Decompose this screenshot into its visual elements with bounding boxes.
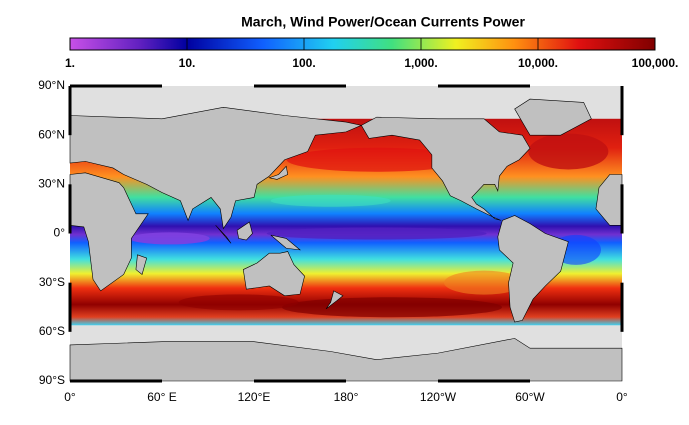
land	[497, 215, 569, 323]
land	[69, 107, 363, 230]
colorbar-label: 1.	[65, 56, 75, 70]
colorbar-label: 10.	[179, 56, 196, 70]
land	[268, 165, 289, 180]
field-patch	[282, 297, 502, 318]
field-patch	[286, 147, 467, 172]
land	[135, 254, 148, 275]
lon-label: 60° E	[147, 390, 176, 404]
land	[69, 172, 149, 292]
lon-label: 120°W	[420, 390, 457, 404]
field-patch	[266, 227, 487, 240]
field-patch	[178, 294, 299, 311]
map	[68, 84, 624, 383]
field-patch	[129, 232, 210, 245]
lat-label: 90°S	[39, 373, 65, 387]
land	[325, 290, 344, 310]
colorbar-label: 100,000.	[632, 56, 679, 70]
land	[270, 234, 301, 251]
lon-label: 60°W	[515, 390, 545, 404]
colorbar-label: 1,000.	[404, 56, 437, 70]
colorbar	[69, 37, 656, 51]
lat-label: 0°	[54, 226, 66, 240]
field-patch	[528, 133, 609, 170]
lat-label: 30°N	[38, 177, 65, 191]
land	[595, 174, 623, 226]
land	[514, 98, 592, 136]
field-patch	[444, 270, 524, 295]
land	[360, 116, 531, 221]
colorbar-label: 100.	[292, 56, 315, 70]
lon-label: 0°	[616, 390, 628, 404]
lat-label: 30°S	[39, 275, 65, 289]
lat-label: 90°N	[38, 78, 65, 92]
lon-label: 0°	[64, 390, 76, 404]
title: March, Wind Power/Ocean Currents Power	[241, 14, 525, 30]
land	[236, 221, 253, 241]
lat-label: 60°S	[39, 324, 65, 338]
colorbar-label: 10,000.	[518, 56, 558, 70]
field-patch	[270, 194, 391, 207]
lon-label: 120°E	[238, 390, 271, 404]
lon-label: 180°	[334, 390, 359, 404]
land	[242, 251, 305, 297]
lat-label: 60°N	[38, 127, 65, 141]
land	[215, 225, 232, 244]
